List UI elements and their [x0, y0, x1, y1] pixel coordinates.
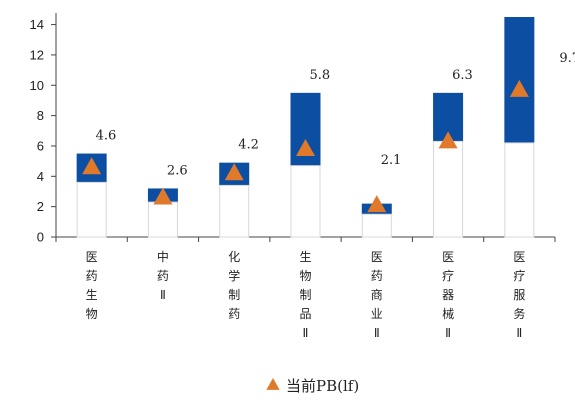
category-label-char: 物: [299, 269, 311, 283]
category-label-char: 药: [86, 269, 98, 283]
value-label: 4.2: [238, 138, 259, 153]
legend-label: 当前PB(lf): [286, 377, 359, 395]
category-label-char: 疗: [442, 269, 454, 283]
category-label-char: 药: [228, 307, 240, 321]
category-label-char: Ⅱ: [160, 288, 166, 302]
category-label-char: Ⅱ: [516, 326, 522, 340]
bar-lower-segment: [290, 165, 321, 238]
category-label-char: 药: [371, 269, 383, 283]
value-labels: 4.6 2.6 4.2 5.8 2.1 6.3 9.7: [96, 51, 575, 179]
y-tick-label: 0: [37, 230, 44, 245]
category-label-char: 生: [86, 288, 98, 302]
y-tick-label: 10: [30, 78, 44, 93]
category-label-char: Ⅱ: [374, 326, 380, 340]
legend-marker: [266, 378, 280, 390]
bar-lower-segment: [76, 181, 107, 238]
category-label-char: 疗: [513, 269, 525, 283]
category-label-char: 械: [442, 306, 454, 321]
bars: [76, 17, 535, 238]
category-label-char: 器: [442, 288, 454, 302]
value-label: 4.6: [96, 129, 117, 144]
category-label-char: 务: [513, 306, 525, 321]
category-label-char: 服: [513, 288, 525, 302]
category-label-char: 制: [299, 288, 311, 302]
category-label-char: 医: [371, 250, 383, 264]
value-label: 2.6: [167, 163, 188, 178]
y-tick-label: 14: [30, 17, 44, 32]
markers: [82, 79, 529, 213]
pb-marker: [153, 187, 173, 205]
value-label: 6.3: [452, 68, 473, 83]
category-label-char: 制: [228, 288, 240, 302]
category-label-char: 生: [299, 250, 311, 264]
bar-lower-segment: [361, 213, 392, 238]
category-label-char: 医: [442, 250, 454, 264]
category-label-char: 业: [371, 307, 383, 321]
y-tick-label: 12: [30, 47, 44, 62]
category-label-char: 品: [299, 307, 311, 321]
axes: 0 2 4 6 8 10 12 14: [30, 13, 556, 245]
pb-marker: [509, 79, 529, 97]
pb-marker: [438, 131, 458, 149]
category-label-char: 商: [371, 287, 383, 302]
pb-marker: [367, 195, 387, 213]
y-tick-label: 4: [37, 169, 44, 184]
pb-marker: [224, 163, 244, 181]
pb-marker: [296, 139, 315, 156]
legend: 当前PB(lf): [266, 377, 359, 395]
bar-lower-segment: [504, 142, 535, 238]
value-label: 5.8: [310, 68, 331, 83]
category-label-char: Ⅱ: [303, 326, 309, 340]
value-label: 2.1: [381, 153, 402, 168]
y-tick-label: 8: [37, 108, 44, 123]
pb-marker: [82, 157, 102, 175]
category-label-char: Ⅱ: [445, 326, 451, 340]
bar-lower-segment: [147, 201, 178, 238]
category-label-char: 学: [228, 268, 240, 283]
category-label-char: 医: [513, 250, 525, 264]
y-tick-label: 2: [37, 199, 44, 214]
bar-lower-segment: [433, 140, 464, 238]
category-label-char: 物: [86, 307, 98, 321]
value-label: 9.7: [559, 51, 575, 66]
category-label-char: 中: [157, 249, 169, 264]
y-tick-label: 6: [37, 138, 44, 153]
category-label-char: 医: [86, 250, 98, 264]
category-label-char: 药: [157, 269, 169, 283]
bar-lower-segment: [219, 184, 250, 238]
category-label-char: 化: [228, 250, 240, 264]
